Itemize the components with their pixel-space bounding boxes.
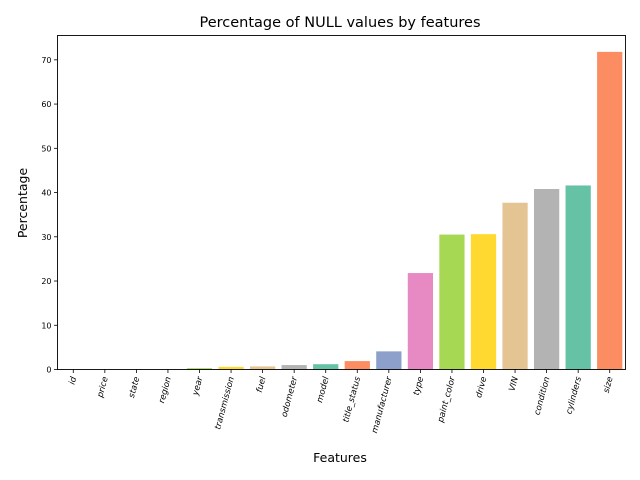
x-tick-label: model	[315, 375, 332, 404]
x-tick-label: VIN	[507, 375, 521, 392]
y-axis: 0 10 20 30 40 50 60 70	[41, 56, 58, 375]
y-tick-label: 30	[41, 233, 51, 242]
y-axis-label: Percentage	[15, 168, 30, 239]
y-tick-label: 20	[41, 277, 51, 286]
x-tick-label: year	[191, 375, 206, 397]
y-tick-label: 60	[41, 100, 51, 109]
x-axis-label: Features	[313, 450, 367, 465]
x-tick-label: state	[127, 376, 142, 399]
bar-VIN	[502, 202, 528, 370]
x-tick-label: price	[95, 376, 110, 400]
bar-model	[313, 364, 339, 370]
bar-transmission	[218, 366, 244, 370]
x-tick-label: size	[602, 376, 616, 395]
bars-group	[186, 51, 623, 370]
bar-manufacturer	[376, 351, 402, 370]
x-tick-label: type	[412, 376, 427, 397]
x-tick-label: paint_color	[436, 375, 458, 424]
x-tick-label: manufacturer	[370, 375, 395, 434]
bar-type	[407, 273, 434, 370]
chart-title: Percentage of NULL values by features	[199, 15, 480, 31]
x-tick-label: cylinders	[564, 375, 584, 415]
y-tick-label: 40	[41, 189, 51, 198]
plot-frame	[57, 35, 626, 370]
bar-odometer	[281, 365, 307, 370]
x-tick-label: region	[157, 376, 174, 405]
y-tick-label: 0	[46, 366, 51, 375]
y-tick-label: 70	[41, 56, 51, 65]
bar-drive	[470, 234, 497, 370]
y-tick-label: 10	[41, 321, 51, 330]
x-tick-label: condition	[533, 376, 553, 417]
bar-title_status	[344, 361, 370, 370]
x-tick-label: title_status	[341, 375, 363, 424]
bar-fuel	[249, 366, 276, 370]
x-tick-label: fuel	[255, 375, 269, 394]
bar-cylinders	[565, 185, 591, 370]
bar-size	[597, 51, 623, 370]
x-tick-label: id	[68, 375, 80, 386]
bar-condition	[533, 189, 560, 370]
y-tick-label: 50	[41, 144, 51, 153]
x-tick-label: odometer	[280, 375, 300, 418]
bar-paint_color	[439, 234, 465, 370]
x-tick-label: drive	[474, 376, 489, 399]
x-axis: id price state region year transmission fuel od…	[68, 369, 616, 434]
bar-year	[186, 368, 213, 370]
x-tick-label: transmission	[213, 376, 237, 431]
